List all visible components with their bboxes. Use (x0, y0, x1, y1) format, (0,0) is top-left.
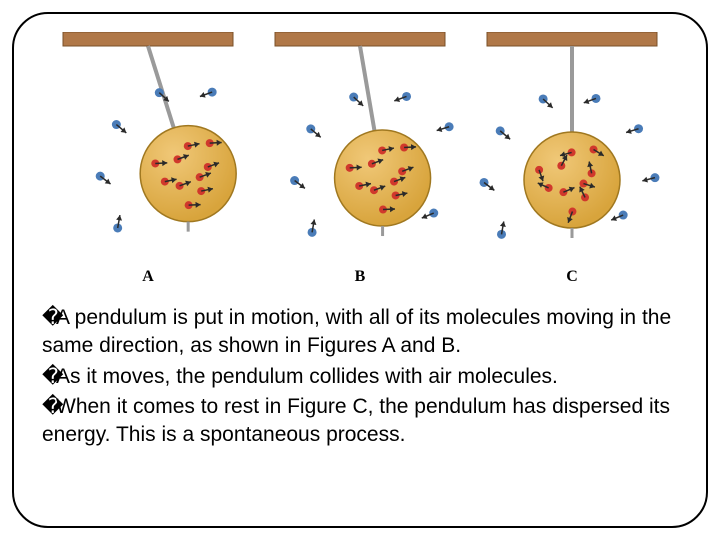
pendulum-b-svg (265, 32, 455, 262)
body-text: �A pendulum is put in motion, with all o… (42, 304, 678, 452)
para-1: �A pendulum is put in motion, with all o… (42, 304, 678, 361)
para-3: �When it comes to rest in Figure C, the … (42, 393, 678, 450)
figure-a: A (53, 32, 243, 286)
figure-b: B (265, 32, 455, 286)
figure-c: C (477, 32, 667, 286)
bullet-icon: � (42, 304, 56, 332)
bullet-icon: � (42, 393, 56, 421)
pendulum-c-svg (477, 32, 667, 262)
para-2-text: As it moves, the pendulum collides with … (56, 365, 558, 388)
bullet-icon: � (42, 363, 56, 391)
figures-row: A B C (42, 32, 678, 286)
para-1-text: A pendulum is put in motion, with all of… (42, 306, 671, 357)
figure-b-label: B (355, 268, 366, 286)
pendulum-a-svg (53, 32, 243, 262)
figure-c-label: C (566, 268, 578, 286)
figure-a-label: A (142, 268, 154, 286)
slide-frame: A B C �A pendulum is put in motion, with… (12, 12, 708, 528)
para-2: �As it moves, the pendulum collides with… (42, 363, 678, 391)
para-3-text: When it comes to rest in Figure C, the p… (42, 395, 670, 446)
